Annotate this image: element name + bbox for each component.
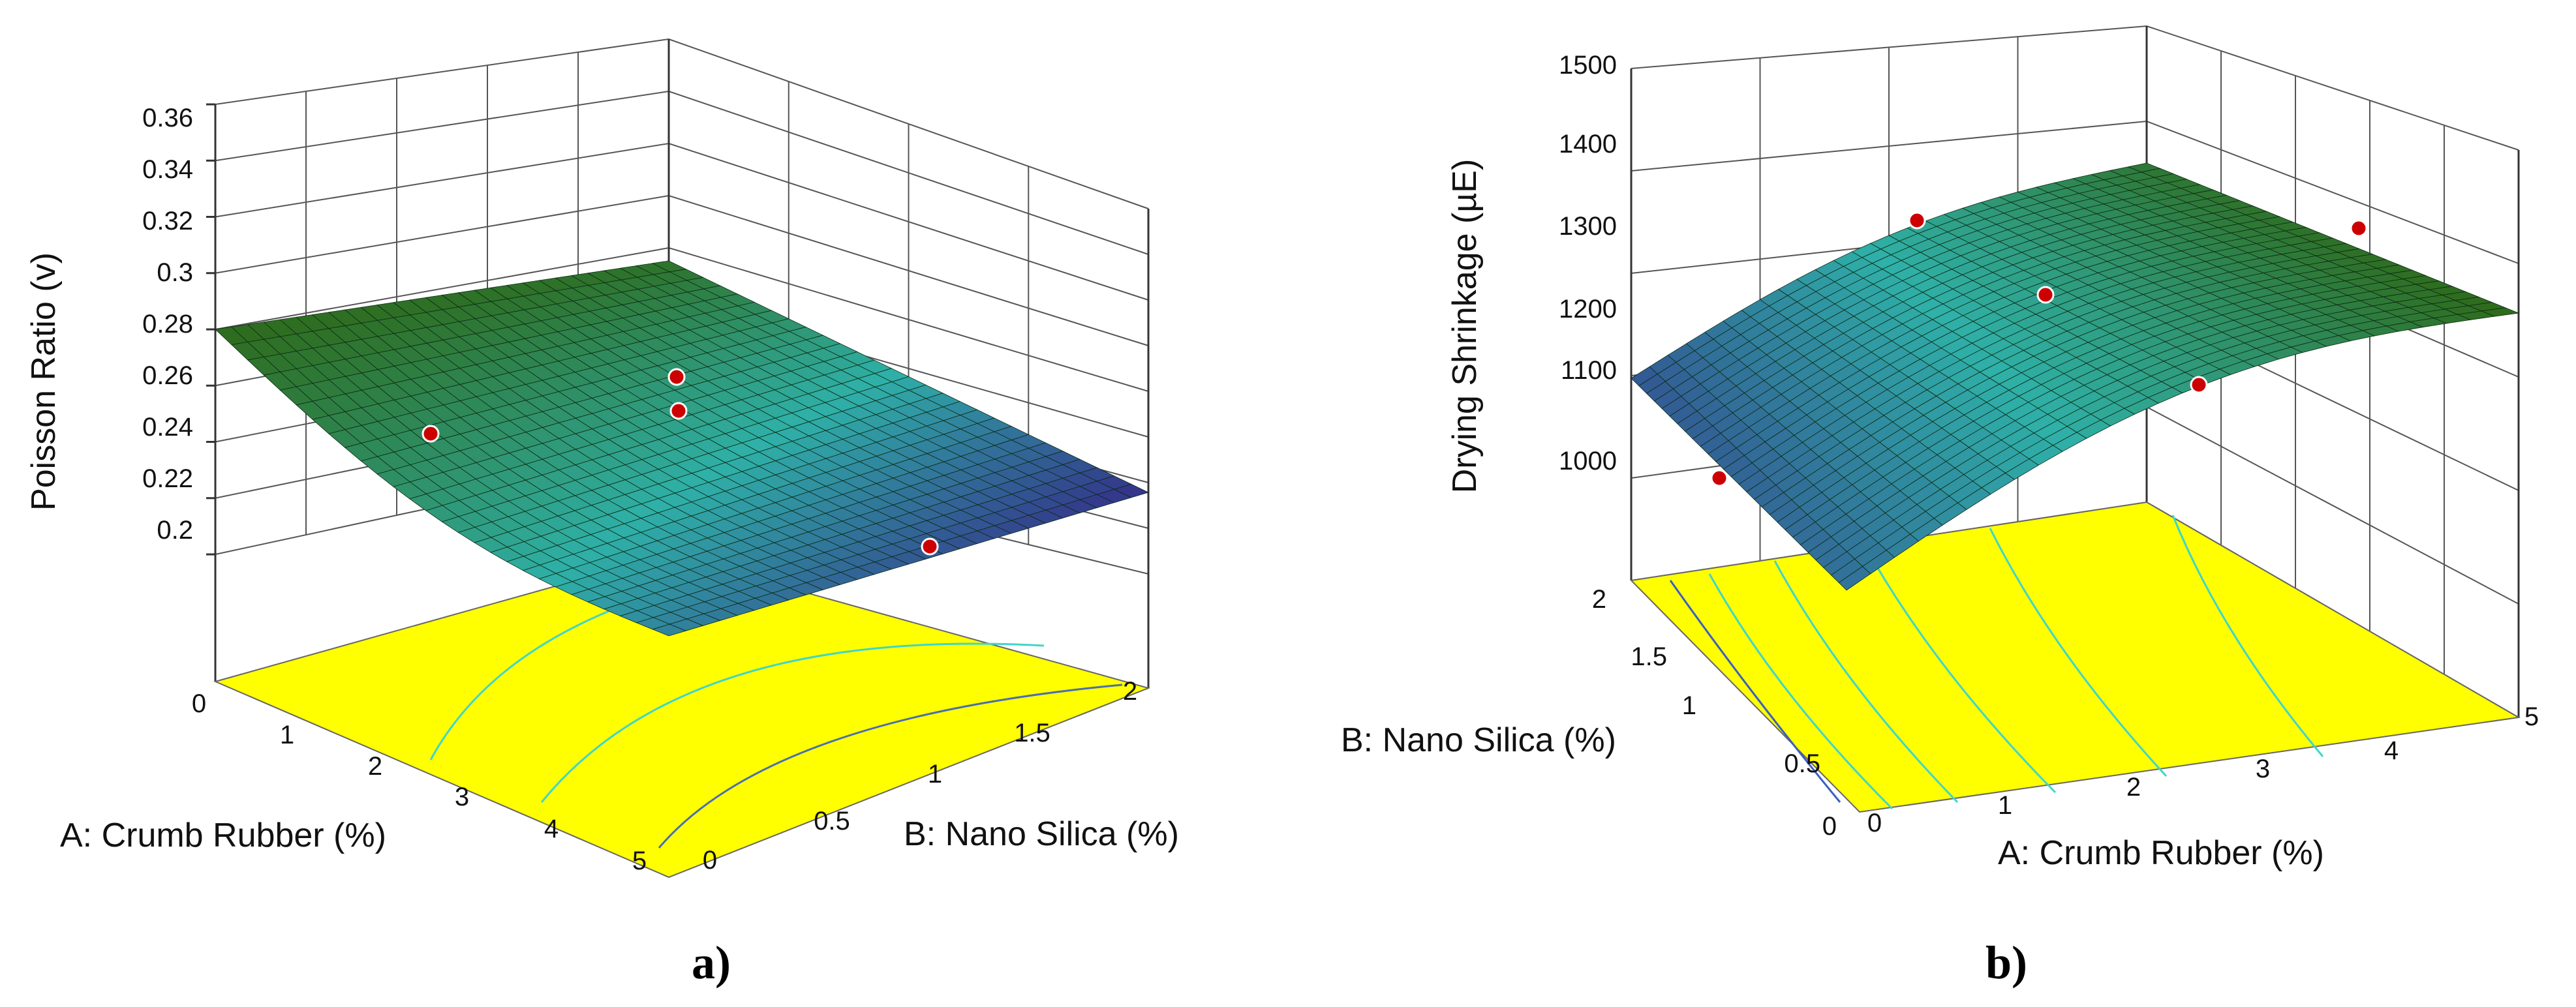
x-tick-label: 4 [2384, 736, 2399, 765]
panel-a-design-points [422, 368, 939, 556]
panel-b-floor-contour-plane [1629, 501, 2521, 813]
x-tick-label: 2 [2126, 773, 2141, 802]
panel-b-z-tick-labels: 1000 1100 1200 1300 1400 1500 [1559, 51, 1617, 475]
surface-patch [1113, 483, 1150, 498]
z-tick-label: 0.36 [142, 104, 193, 132]
panel-a-y-tick-labels: 0 0.5 1 1.5 2 [703, 677, 1137, 875]
panel-b-z-axis-title: Drying Shrinkage (µE) [1446, 159, 1484, 494]
z-tick-label: 0.24 [142, 413, 193, 442]
design-point [1908, 211, 1926, 230]
contour-line [658, 684, 1123, 849]
grid-line [1631, 25, 2519, 151]
y-tick-label: 1.5 [1014, 719, 1050, 747]
y-tick-label: 1 [928, 760, 942, 789]
contour-line [540, 642, 1045, 803]
y-tick-label: 0 [703, 846, 717, 875]
x-tick-label: 1 [280, 721, 294, 749]
x-tick-label: 3 [2256, 755, 2270, 783]
design-point [2036, 286, 2055, 304]
panel-b-y-tick-labels: 0 0.5 1 1.5 2 [1592, 585, 1837, 841]
x-tick-label: 2 [368, 752, 382, 781]
z-tick-label: 0.2 [157, 516, 193, 545]
x-tick-label: 4 [544, 815, 559, 843]
y-tick-label: 0 [1822, 812, 1837, 841]
panel-b: 1000 1100 1200 1300 1400 1500 0 1 2 3 4 … [1341, 25, 2539, 989]
design-point [1710, 469, 1728, 487]
contour-line [1989, 528, 2168, 777]
z-tick-label: 1100 [1561, 356, 1617, 385]
z-tick-label: 1000 [1559, 447, 1617, 475]
x-tick-label: 5 [2524, 702, 2539, 731]
contour-line [1773, 560, 1959, 804]
x-tick-label: 5 [632, 847, 647, 875]
surface-patch [2480, 307, 2520, 317]
panel-b-design-points [1710, 211, 2368, 487]
panel-b-response-surface [1631, 162, 2520, 591]
z-tick-label: 0.32 [142, 207, 193, 235]
y-tick-label: 2 [1592, 585, 1606, 614]
z-tick-label: 1200 [1559, 295, 1617, 323]
panel-b-y-axis-title: B: Nano Silica (%) [1341, 721, 1616, 759]
contour-line [2171, 515, 2324, 757]
panel-a-response-surface [215, 260, 1150, 637]
x-tick-label: 0 [1867, 809, 1882, 837]
panel-a-x-tick-labels: 0 1 2 3 4 5 [192, 689, 647, 875]
panel-a-x-axis-title: A: Crumb Rubber (%) [60, 817, 386, 854]
panel-b-caption: b) [1986, 937, 2027, 989]
panel-a-y-axis-title: B: Nano Silica (%) [904, 815, 1179, 853]
design-point [2350, 219, 2368, 237]
panel-b-x-tick-labels: 0 1 2 3 4 5 [1867, 702, 2539, 837]
panel-a-z-tick-labels: 0.2 0.22 0.24 0.26 0.28 0.3 0.32 0.34 0.… [142, 104, 193, 545]
z-tick-label: 0.22 [142, 464, 193, 493]
x-tick-label: 1 [1998, 791, 2012, 820]
contour-line [1669, 580, 1841, 803]
contour-line [1708, 573, 1894, 810]
z-tick-label: 0.3 [157, 258, 193, 287]
contour-line [1865, 547, 2057, 794]
design-point [2190, 376, 2208, 394]
design-point [422, 425, 440, 443]
z-tick-label: 0.28 [142, 310, 193, 338]
grid-line [215, 90, 1149, 255]
grid-line [215, 38, 1149, 209]
panel-b-floor-contours [1669, 515, 2324, 810]
x-tick-label: 3 [455, 783, 469, 811]
design-point [667, 368, 686, 386]
y-tick-label: 0.5 [1784, 749, 1820, 778]
z-tick-label: 1500 [1559, 51, 1617, 80]
x-tick-label: 0 [192, 689, 206, 718]
design-point [921, 537, 939, 556]
y-tick-label: 2 [1123, 677, 1137, 706]
y-tick-label: 1 [1682, 691, 1696, 720]
panel-a: 0.2 0.22 0.24 0.26 0.28 0.3 0.32 0.34 0.… [25, 38, 1179, 989]
panel-a-caption: a) [692, 937, 731, 989]
z-tick-label: 1300 [1559, 212, 1617, 241]
z-tick-label: 1400 [1559, 130, 1617, 158]
z-tick-label: 0.34 [142, 155, 193, 184]
design-point [669, 402, 688, 420]
panel-b-x-axis-title: A: Crumb Rubber (%) [1998, 834, 2324, 872]
z-tick-label: 0.26 [142, 361, 193, 390]
y-tick-label: 0.5 [814, 807, 850, 835]
panel-a-z-axis-title: Poisson Ratio (v) [25, 252, 63, 511]
y-tick-label: 1.5 [1631, 642, 1667, 671]
